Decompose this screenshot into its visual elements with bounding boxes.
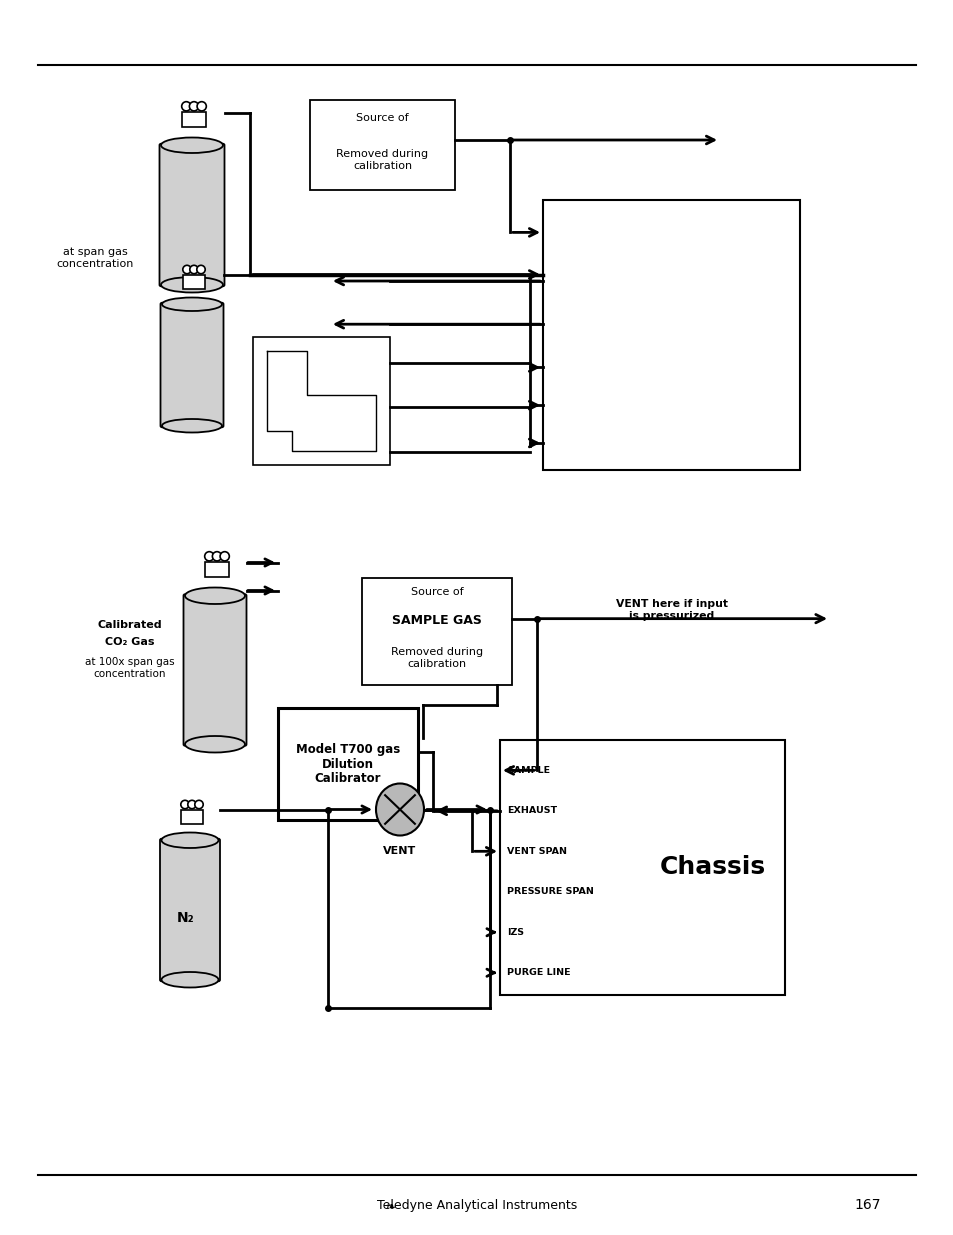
Ellipse shape — [162, 419, 222, 432]
FancyBboxPatch shape — [159, 143, 224, 287]
Circle shape — [190, 266, 198, 274]
Bar — [183, 274, 205, 289]
Circle shape — [181, 800, 189, 809]
Bar — [182, 112, 206, 127]
Text: SAMPLE: SAMPLE — [506, 766, 550, 774]
Text: ❧: ❧ — [384, 1200, 395, 1214]
Text: PRESSURE SPAN: PRESSURE SPAN — [506, 887, 594, 897]
Text: EXHAUST: EXHAUST — [506, 806, 557, 815]
Bar — [181, 809, 203, 824]
Text: Removed during
calibration: Removed during calibration — [336, 149, 428, 170]
Text: VENT SPAN: VENT SPAN — [506, 847, 566, 856]
Circle shape — [213, 552, 221, 561]
FancyBboxPatch shape — [183, 594, 246, 746]
Bar — [205, 562, 229, 577]
Ellipse shape — [161, 137, 223, 153]
Text: VENT here if input
is pressurized: VENT here if input is pressurized — [616, 599, 727, 621]
Bar — [361, 578, 512, 685]
Ellipse shape — [185, 736, 245, 752]
Text: N₂: N₂ — [177, 911, 194, 925]
Text: at 100x span gas
concentration: at 100x span gas concentration — [85, 657, 174, 679]
FancyBboxPatch shape — [160, 303, 223, 427]
Bar — [253, 337, 390, 466]
Text: PURGE LINE: PURGE LINE — [506, 968, 570, 977]
Circle shape — [205, 552, 213, 561]
Text: Source of: Source of — [355, 112, 409, 124]
Text: Model T700 gas
Dilution
Calibrator: Model T700 gas Dilution Calibrator — [295, 742, 399, 785]
Circle shape — [194, 800, 203, 809]
Ellipse shape — [185, 588, 245, 604]
Text: Calibrated: Calibrated — [97, 620, 162, 630]
Circle shape — [197, 101, 206, 111]
Text: Teledyne Analytical Instruments: Teledyne Analytical Instruments — [376, 1198, 577, 1212]
Text: 167: 167 — [854, 1198, 881, 1212]
Circle shape — [183, 266, 191, 274]
Bar — [277, 708, 417, 820]
Bar — [310, 100, 455, 190]
Ellipse shape — [161, 972, 218, 988]
Text: IZS: IZS — [506, 927, 523, 937]
Bar — [542, 200, 800, 471]
Text: at span gas
concentration: at span gas concentration — [56, 247, 133, 269]
Ellipse shape — [162, 298, 222, 311]
Ellipse shape — [161, 277, 223, 293]
Circle shape — [196, 266, 205, 274]
Ellipse shape — [375, 783, 423, 836]
Circle shape — [181, 101, 191, 111]
Circle shape — [190, 101, 198, 111]
Text: VENT: VENT — [383, 846, 416, 856]
FancyBboxPatch shape — [160, 839, 220, 982]
Text: SAMPLE GAS: SAMPLE GAS — [392, 614, 481, 626]
Circle shape — [220, 552, 229, 561]
Text: Removed during
calibration: Removed during calibration — [391, 647, 482, 669]
Text: Source of: Source of — [410, 587, 463, 597]
Bar — [499, 740, 784, 995]
Circle shape — [188, 800, 196, 809]
Text: Chassis: Chassis — [659, 856, 764, 879]
Text: CO₂ Gas: CO₂ Gas — [105, 637, 154, 647]
Ellipse shape — [161, 832, 218, 848]
